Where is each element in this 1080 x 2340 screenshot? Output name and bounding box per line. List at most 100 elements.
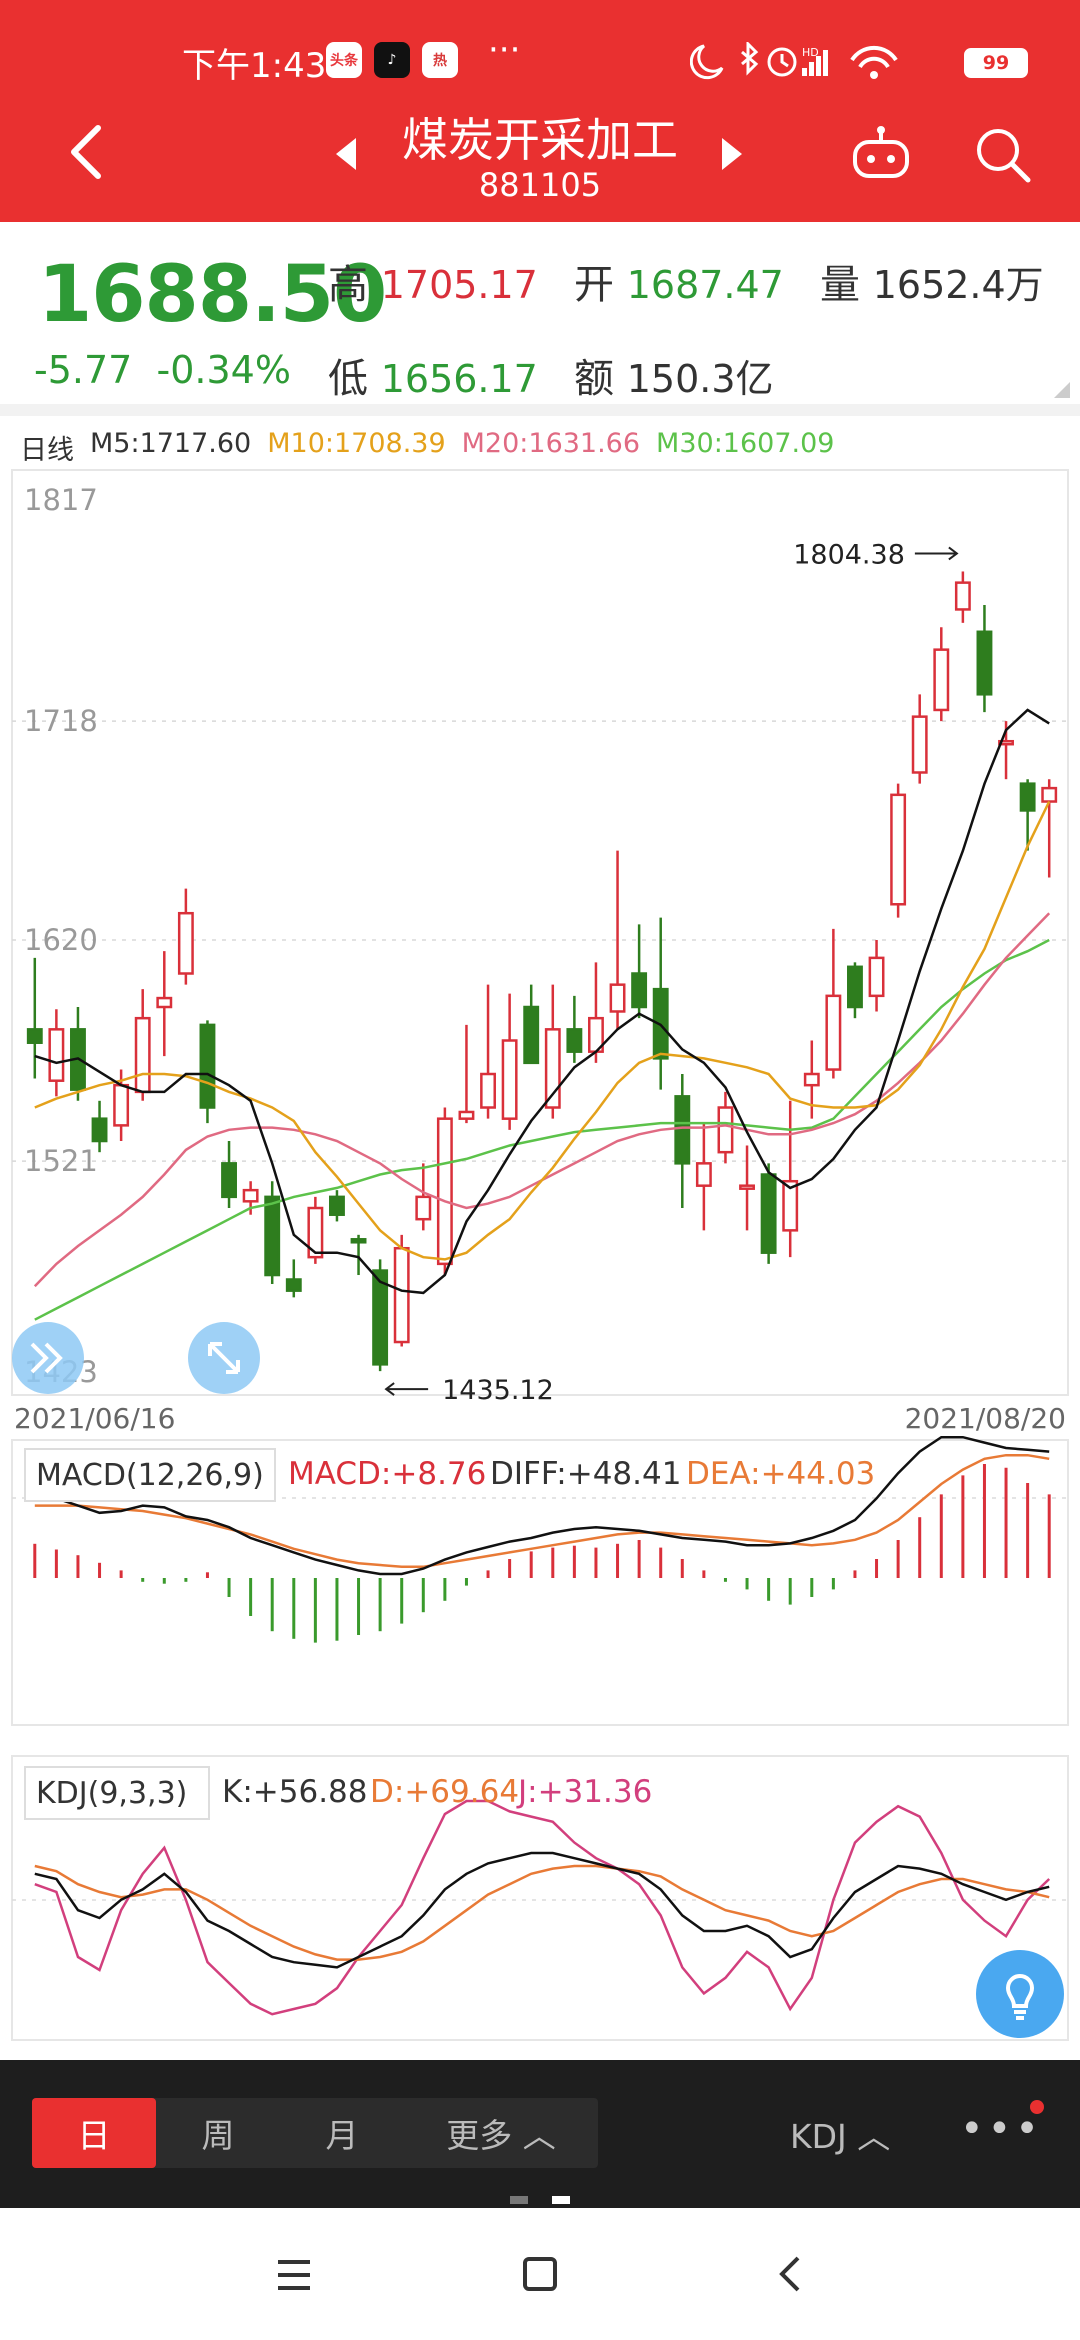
max-price-label: 1804.38	[793, 539, 905, 570]
back-nav-button[interactable]	[776, 2254, 806, 2294]
y-tick-label: 1817	[24, 483, 98, 517]
news-app-icon: 热	[422, 42, 458, 78]
dea-line	[34, 1453, 1050, 1569]
ma30-line	[34, 938, 1050, 1321]
menu-nav-button[interactable]	[276, 2258, 312, 2292]
change-value: -5.77	[34, 348, 133, 392]
macd-value: MACD:+8.76	[288, 1456, 487, 1492]
back-arrow-icon	[71, 125, 101, 179]
high-value: 1705.17	[380, 263, 538, 307]
open-field: 开 1687.47	[574, 252, 784, 310]
change-percent: -0.34%	[156, 348, 291, 392]
end-date: 2021/08/20	[904, 1402, 1066, 1435]
tab-monthly[interactable]: 月	[325, 2116, 359, 2155]
candle-body	[329, 1195, 345, 1216]
candle-body	[739, 1184, 755, 1190]
svg-text:HD: HD	[802, 46, 819, 59]
kline-frame	[11, 469, 1069, 1396]
tab-weekly[interactable]: 周	[201, 2116, 235, 2155]
candle-body	[782, 1179, 799, 1232]
high-label: 高	[328, 262, 368, 308]
volume-label: 量	[820, 262, 860, 308]
period-tabs: 日 周 月 更多 ︿	[32, 2098, 598, 2168]
amount-label: 额	[574, 356, 614, 402]
kdj-param-selector[interactable]: KDJ(9,3,3)	[24, 1766, 210, 1820]
kdj-chart[interactable]	[11, 1755, 1069, 2041]
system-nav-bar	[0, 2208, 1080, 2340]
back-icon	[779, 2256, 800, 2292]
more-notifications-icon: ···	[488, 30, 521, 70]
macd-chart[interactable]	[11, 1435, 1069, 1726]
macd-param-selector[interactable]: MACD(12,26,9)	[24, 1448, 276, 1502]
candle-body	[954, 581, 971, 611]
y-tick-label: 1620	[24, 923, 98, 957]
open-value: 1687.47	[626, 263, 784, 307]
search-icon	[977, 129, 1019, 171]
diff-line	[34, 1435, 1050, 1576]
expand-icon	[208, 1342, 240, 1374]
signal-icon	[802, 68, 807, 76]
expand-corner-icon[interactable]	[1052, 380, 1072, 400]
period-toolbar: 日 周 月 更多 ︿ KDJ ︿ •••	[0, 2060, 1080, 2208]
d-line	[34, 1864, 1050, 1961]
candle-body	[674, 1095, 691, 1165]
candle-body	[372, 1269, 389, 1366]
candle-body	[264, 1195, 281, 1277]
tips-button[interactable]	[974, 1948, 1066, 2040]
dea-value: DEA:+44.03	[686, 1456, 876, 1492]
volume-field: 量 1652.4万	[820, 252, 1044, 310]
candle-body	[609, 983, 626, 1013]
indicator-selector[interactable]: KDJ ︿	[790, 2117, 891, 2156]
ma20-value: M20:1631.66	[461, 428, 641, 459]
low-field: 低 1656.17	[328, 346, 538, 404]
menu-icon	[278, 2260, 310, 2290]
candle-body	[350, 1238, 367, 1244]
min-price-label: 1435.12	[442, 1375, 554, 1406]
candle-body	[717, 1106, 734, 1154]
candle-body	[393, 1246, 410, 1344]
candle-body	[523, 1005, 540, 1065]
search-button[interactable]	[974, 126, 1032, 184]
candle-body	[307, 1206, 324, 1259]
candle-body	[91, 1117, 108, 1143]
max-arrow-icon	[914, 546, 959, 561]
douyin-app-icon: ♪	[374, 42, 410, 78]
collapse-panel-button[interactable]	[10, 1320, 86, 1396]
prev-stock-button[interactable]	[336, 138, 356, 170]
min-arrow-icon	[384, 1382, 429, 1396]
candle-body	[480, 1072, 496, 1109]
more-options-button[interactable]: •••	[960, 2106, 1043, 2152]
candle-body	[134, 1016, 151, 1094]
candle-body	[631, 972, 648, 1009]
candle-body	[26, 1028, 43, 1044]
next-stock-button[interactable]	[722, 138, 742, 170]
candle-body	[825, 994, 842, 1071]
candle-body	[221, 1162, 237, 1199]
macd-frame	[11, 1439, 1069, 1726]
candle-body	[911, 715, 928, 774]
page-indicator-active	[552, 2196, 570, 2204]
home-nav-button[interactable]	[522, 2256, 558, 2292]
price-change: -5.77 -0.34%	[34, 348, 291, 392]
toutiao-app-icon: 头条	[326, 42, 362, 78]
candle-body	[1041, 786, 1058, 803]
candle-body	[415, 1195, 432, 1221]
j-value: J:+31.36	[518, 1774, 653, 1810]
d-value: D:+69.64	[370, 1774, 520, 1810]
high-field: 高 1705.17	[328, 252, 538, 310]
robot-assistant-button[interactable]	[850, 124, 912, 184]
back-button[interactable]	[62, 122, 112, 182]
candle-body	[48, 1028, 65, 1082]
candle-body	[803, 1072, 820, 1087]
tab-more-periods[interactable]: 更多 ︿	[446, 2116, 556, 2155]
y-tick-label: 1718	[24, 704, 98, 738]
j-line	[34, 1799, 1051, 2016]
candle-body	[998, 739, 1014, 746]
ma30-value: M30:1607.09	[656, 428, 835, 459]
fullscreen-button[interactable]	[186, 1320, 262, 1396]
candle-body	[1019, 782, 1036, 812]
tab-daily[interactable]: 日	[32, 2098, 156, 2168]
status-icons: HD	[690, 42, 898, 80]
